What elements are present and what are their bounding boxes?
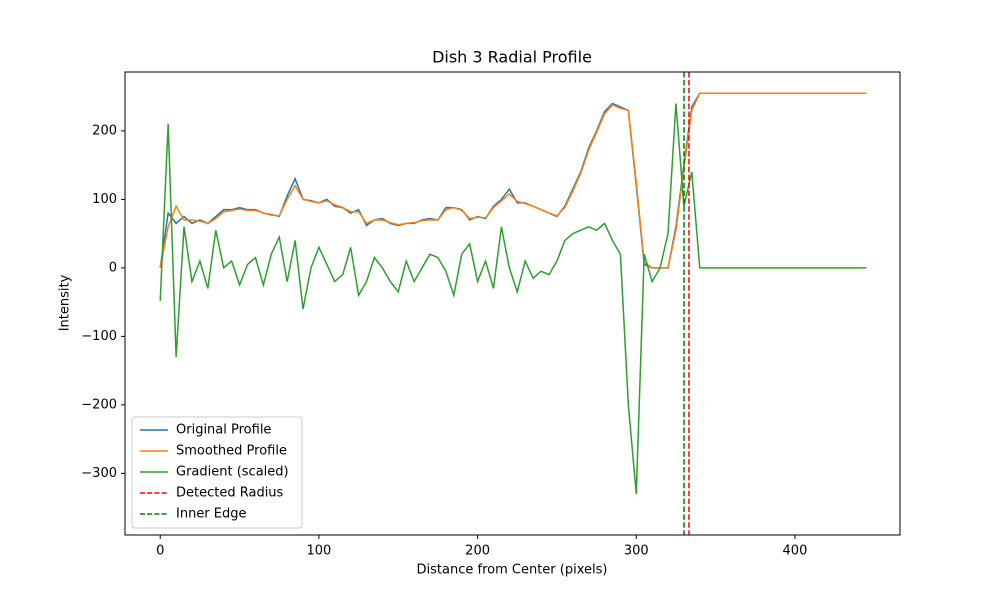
legend-label: Detected Radius — [176, 486, 284, 501]
x-tick-label: 400 — [783, 544, 808, 559]
legend-box — [131, 416, 303, 529]
y-tick-label: 200 — [92, 123, 117, 138]
x-tick-label: 0 — [156, 544, 164, 559]
y-tick-label: −200 — [81, 397, 117, 412]
legend-label: Original Profile — [176, 423, 271, 438]
legend-label: Smoothed Profile — [176, 444, 287, 459]
x-tick-label: 100 — [306, 544, 331, 559]
x-tick-label: 200 — [465, 544, 490, 559]
legend-label: Inner Edge — [176, 507, 247, 522]
y-tick-label: 100 — [92, 192, 117, 207]
plot-frame — [124, 71, 901, 536]
line-series — [159, 103, 867, 494]
y-tick-label: 0 — [109, 260, 117, 275]
x-axis-label: Distance from Center (pixels) — [417, 563, 608, 578]
y-axis-label: Intensity — [58, 274, 73, 331]
chart-title: Dish 3 Radial Profile — [432, 48, 592, 67]
y-tick-label: −300 — [81, 466, 117, 481]
legend-label: Gradient (scaled) — [176, 465, 289, 480]
x-tick-label: 300 — [624, 544, 649, 559]
y-tick-label: −100 — [81, 329, 117, 344]
line-series — [159, 92, 867, 269]
